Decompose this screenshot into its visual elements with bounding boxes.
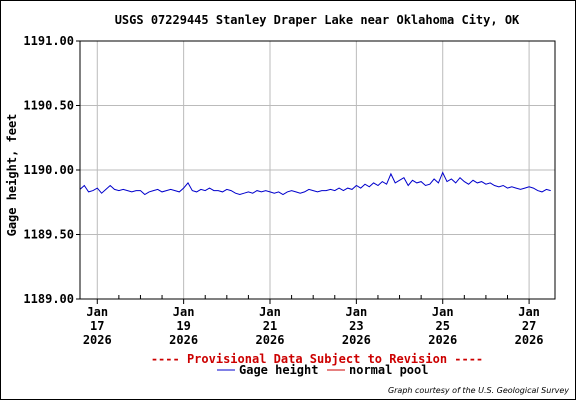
x-tick-label: Jan [432,305,454,319]
x-tick-label: 17 [90,319,104,333]
x-tick-label: 23 [349,319,363,333]
legend-label: Gage height [239,363,318,377]
legend-label: normal pool [349,363,428,377]
y-tick-label: 1190.50 [23,99,74,113]
y-tick-label: 1189.50 [23,228,74,242]
x-tick-label: 21 [263,319,277,333]
grid-lines [80,40,555,300]
y-axis-ticks: 1189.00 1189.50 1190.00 1190.50 1191.00 [23,34,80,306]
x-tick-label: 2026 [342,333,371,347]
series-line-gage-height [79,171,551,196]
x-tick-label: 25 [436,319,450,333]
y-tick-label: 1189.00 [23,292,74,306]
x-tick-label: 2026 [169,333,198,347]
x-tick-label: Jan [173,305,195,319]
y-tick-label: 1191.00 [23,34,74,48]
x-axis-ticks: Jan172026Jan192026Jan212026Jan232026Jan2… [83,295,544,347]
x-tick-label: 2026 [83,333,112,347]
x-tick-label: Jan [346,305,368,319]
y-tick-label: 1190.00 [23,163,74,177]
plot-area-border [79,40,556,300]
y-axis-label: Gage height, feet [5,114,19,237]
x-tick-label: 2026 [428,333,457,347]
credit-text: Graph courtesy of the U.S. Geological Su… [388,386,569,395]
x-tick-label: Jan [86,305,108,319]
x-tick-label: Jan [259,305,281,319]
chart-title: USGS 07229445 Stanley Draper Lake near O… [115,13,520,27]
x-tick-label: 19 [176,319,190,333]
x-tick-label: 2026 [256,333,285,347]
x-tick-label: 2026 [515,333,544,347]
series-lines [79,40,555,196]
x-tick-label: 27 [522,319,536,333]
x-tick-label: Jan [518,305,540,319]
provisional-note: ---- Provisional Data Subject to Revisio… [151,352,483,366]
legend: Gage height normal pool [217,363,428,377]
